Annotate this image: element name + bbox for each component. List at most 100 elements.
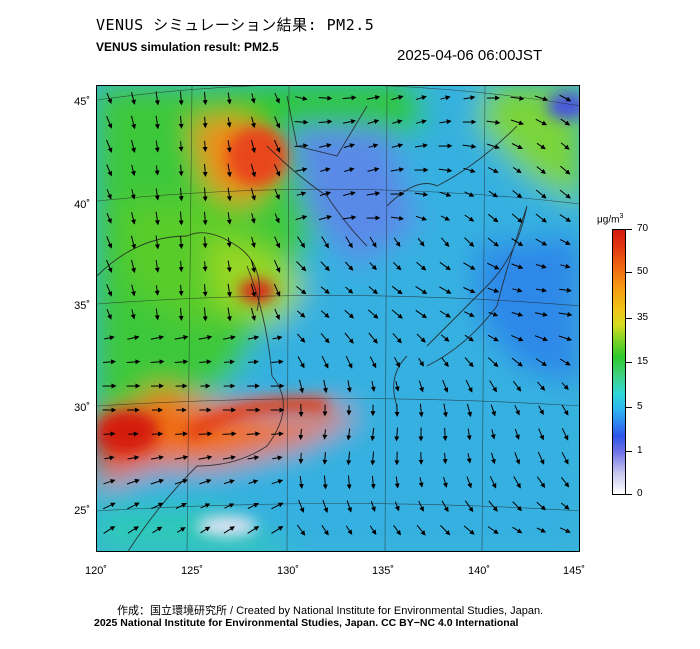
wind-arrow: [272, 335, 283, 341]
wind-arrow: [560, 142, 570, 150]
wind-arrow: [538, 405, 544, 416]
license-line: 2025 National Institute for Environmenta…: [94, 617, 519, 629]
wind-arrow: [297, 356, 305, 369]
wind-arrow: [464, 237, 475, 247]
wind-arrow: [126, 478, 140, 485]
wind-arrow: [226, 260, 232, 273]
wind-arrow: [512, 190, 523, 199]
wind-arrow: [296, 261, 307, 272]
wind-arrow: [490, 404, 496, 417]
wind-arrow: [512, 380, 522, 392]
wind-arrow: [488, 500, 498, 512]
wind-arrow: [344, 332, 354, 344]
wind-arrow: [318, 215, 332, 221]
wind-arrow: [296, 310, 306, 318]
colorbar-tick: [626, 272, 632, 273]
wind-arrow: [439, 119, 452, 125]
wind-arrow: [369, 236, 377, 248]
wind-arrow: [223, 335, 236, 341]
wind-arrow: [391, 143, 404, 149]
wind-arrow: [102, 359, 116, 365]
wind-arrow: [559, 214, 572, 222]
wind-arrow: [154, 211, 160, 226]
wind-arrow: [511, 263, 524, 269]
colorbar-tick: [626, 451, 632, 452]
credit-line: 作成：国立環境研究所 / Created by National Institu…: [117, 605, 544, 617]
wind-arrow: [298, 499, 305, 513]
wind-arrow: [536, 501, 546, 511]
wind-arrow: [106, 236, 113, 249]
wind-arrow: [369, 262, 377, 271]
wind-arrow: [394, 501, 400, 512]
wind-arrow: [103, 431, 116, 437]
wind-arrow: [175, 431, 188, 437]
wind-arrow: [226, 307, 232, 322]
wind-arrow: [462, 143, 477, 149]
wind-arrow: [248, 359, 259, 365]
wind-arrow: [561, 404, 569, 416]
wind-arrow: [318, 119, 333, 125]
lon-label-140: 140˚: [467, 565, 491, 577]
wind-arrow: [466, 428, 472, 441]
wind-arrow: [390, 167, 405, 173]
colorbar-unit: μg/m3: [597, 213, 624, 226]
wind-arrow: [440, 215, 450, 221]
wind-arrow: [560, 165, 571, 175]
colorbar-label-0: 0: [637, 488, 643, 499]
wind-arrow: [106, 139, 113, 153]
lat-label-40: 40˚: [74, 199, 90, 211]
lat-label-25: 25˚: [74, 505, 90, 517]
wind-arrow: [248, 479, 259, 485]
wind-arrow: [561, 476, 570, 488]
colorbar-tick: [626, 362, 632, 363]
wind-arrow: [559, 189, 571, 199]
wind-arrow: [343, 191, 356, 196]
wind-arrow: [199, 479, 212, 485]
wind-arrow: [342, 119, 356, 124]
wind-arrow: [322, 379, 328, 394]
wind-arrow: [131, 212, 136, 225]
wind-arrow: [175, 503, 187, 509]
wind-arrow: [535, 213, 547, 223]
wind-arrow: [345, 355, 353, 369]
wind-arrow: [393, 237, 401, 248]
wind-arrow: [442, 403, 448, 418]
wind-arrow: [370, 381, 376, 392]
wind-arrow: [178, 187, 184, 202]
wind-arrow: [104, 455, 115, 461]
wind-arrow: [488, 213, 499, 223]
wind-arrow: [250, 139, 257, 154]
wind-arrow: [202, 140, 208, 152]
wind-arrow: [271, 526, 284, 534]
wind-arrow: [511, 357, 523, 367]
wind-arrow: [131, 139, 136, 153]
wind-arrow: [200, 503, 211, 509]
wind-arrow: [321, 525, 329, 536]
wind-arrow: [106, 213, 112, 224]
wind-arrow: [367, 309, 379, 319]
wind-arrow: [226, 212, 232, 225]
wind-arrow: [130, 284, 136, 297]
wind-arrow: [366, 191, 381, 197]
wind-arrow: [295, 167, 308, 173]
wind-arrow: [537, 451, 545, 465]
wind-arrow: [559, 239, 571, 245]
wind-arrow: [514, 452, 521, 465]
wind-vectors: [102, 91, 573, 536]
wind-arrow: [466, 453, 472, 464]
forecast-timestamp: 2025-04-06 06:00JST: [397, 47, 543, 64]
wind-arrow: [102, 502, 116, 510]
wind-arrow: [487, 357, 499, 368]
wind-arrow: [223, 479, 235, 485]
wind-arrow: [106, 164, 113, 177]
wind-arrow: [488, 167, 499, 173]
lon-label-135: 135˚: [371, 565, 395, 577]
wind-arrow: [298, 428, 304, 441]
colorbar-tick: [626, 229, 632, 230]
wind-arrow: [297, 333, 306, 343]
wind-arrow: [103, 526, 116, 534]
wind-arrow: [394, 357, 400, 368]
wind-arrow: [154, 260, 160, 273]
wind-arrow: [414, 143, 428, 149]
wind-arrow: [154, 188, 160, 201]
